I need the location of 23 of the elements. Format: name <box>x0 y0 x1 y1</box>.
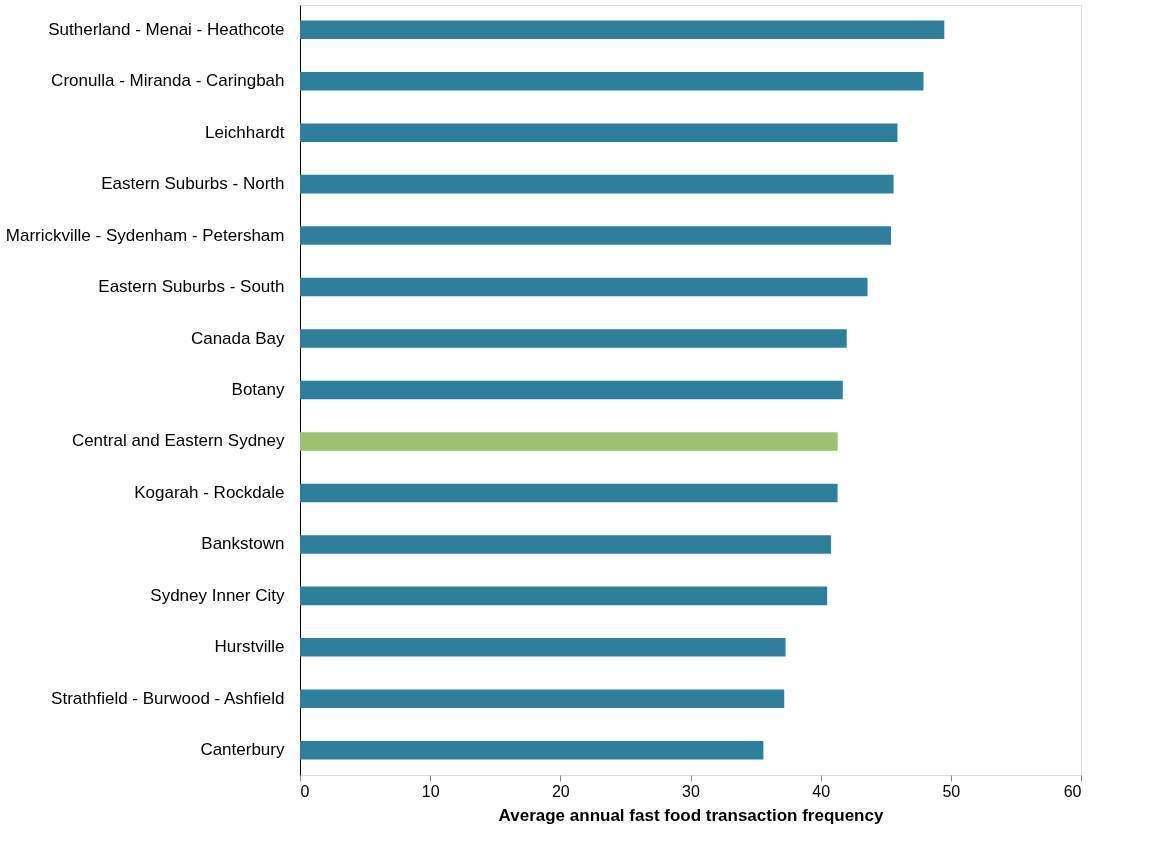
y-tick-label: Cronulla - Miranda - Caringbah <box>51 71 285 91</box>
y-tick-label: Eastern Suburbs - North <box>101 174 285 194</box>
x-tick-label: 20 <box>551 782 570 800</box>
x-tick-label: 0 <box>300 782 310 800</box>
x-tick-label: 50 <box>942 782 961 800</box>
y-tick-label: Sutherland - Menai - Heathcote <box>48 19 285 39</box>
x-tick-label: 60 <box>1063 782 1082 800</box>
y-tick-label: Marrickville - Sydenham - Petersham <box>5 225 285 245</box>
y-tick-label: Kogarah - Rockdale <box>134 482 285 502</box>
y-tick-label: Eastern Suburbs - South <box>98 277 285 297</box>
y-tick-label: Sydney Inner City <box>150 585 285 605</box>
y-tick-label: Canterbury <box>200 740 285 760</box>
x-axis-title: Average annual fast food transaction frequency <box>498 805 884 825</box>
y-tick-label: Leichhardt <box>205 122 285 142</box>
x-tick-label: 30 <box>682 782 700 800</box>
x-tick-label: 10 <box>421 782 440 800</box>
y-tick-label: Botany <box>231 380 285 399</box>
y-tick-label: Bankstown <box>201 534 285 554</box>
y-tick-label: Hurstville <box>214 637 285 657</box>
x-tick-label: 40 <box>812 782 831 800</box>
y-tick-label: Canada Bay <box>190 328 285 348</box>
y-tick-label: Central and Eastern Sydney <box>71 431 285 451</box>
y-tick-label: Strathfield - Burwood - Ashfield <box>51 688 285 708</box>
